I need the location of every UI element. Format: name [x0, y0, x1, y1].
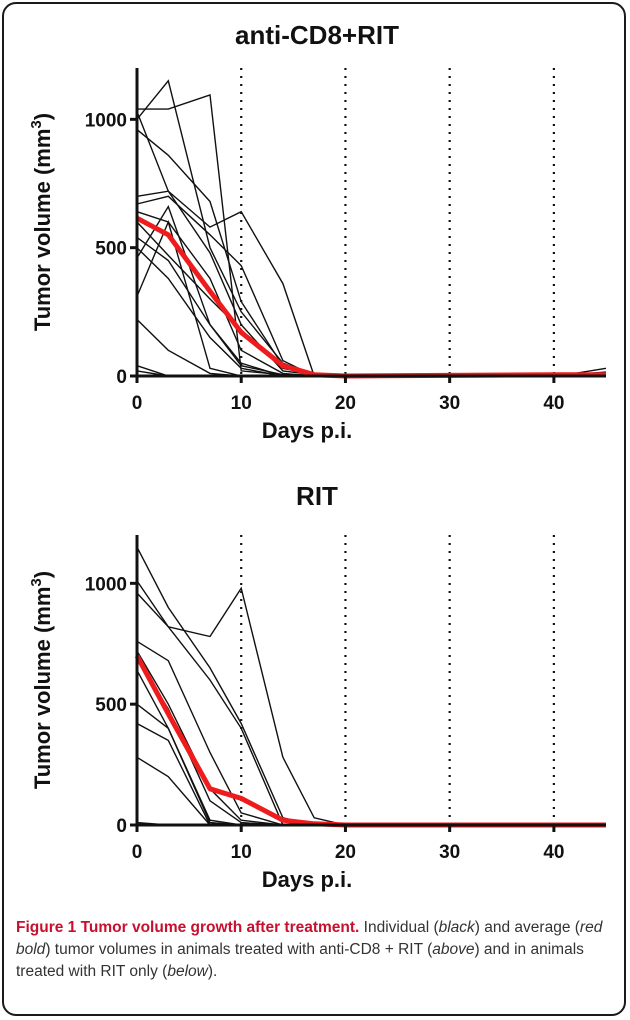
individual-tumor-line — [136, 703, 606, 826]
x-tick-label: 0 — [132, 842, 143, 863]
y-axis-label-part: 3 — [28, 120, 45, 128]
y-axis-label-part: Tumor volume (mm — [30, 587, 55, 790]
caption-italic-above: above — [432, 941, 475, 958]
y-axis-label-part: Tumor volume (mm — [30, 129, 55, 332]
caption-italic-red-bold: red bold — [16, 919, 603, 958]
x-axis-label: Days p.i. — [262, 867, 352, 892]
x-tick-label: 40 — [543, 842, 564, 863]
individual-tumor-line — [136, 592, 606, 826]
caption-text: ) tumor volumes in animals treated with … — [45, 941, 433, 958]
y-axis-label: Tumor volume (mm3) — [28, 113, 55, 331]
chart-title: RIT — [296, 481, 338, 511]
x-tick-label: 20 — [335, 842, 356, 863]
chart-title: anti-CD8+RIT — [235, 20, 399, 50]
caption-text: Individual ( — [359, 919, 439, 936]
individual-tumor-line — [136, 111, 607, 377]
individual-tumor-line — [136, 79, 607, 377]
y-axis-label-part: ) — [30, 571, 55, 578]
y-tick-label: 1000 — [85, 574, 127, 595]
y-axis-label-part: 3 — [28, 578, 45, 586]
x-tick-label: 20 — [335, 393, 356, 414]
x-tick-label: 30 — [439, 842, 460, 863]
x-axis-label: Days p.i. — [262, 418, 352, 443]
x-tick-label: 30 — [439, 393, 460, 414]
x-tick-label: 10 — [231, 393, 252, 414]
y-tick-label: 0 — [116, 367, 127, 388]
caption-italic-black: black — [438, 919, 475, 936]
caption-text: ) and average ( — [474, 919, 580, 936]
x-tick-label: 10 — [231, 842, 252, 863]
caption-title: Figure 1 Tumor volume growth after treat… — [16, 919, 360, 936]
individual-tumor-line — [136, 221, 607, 377]
individual-tumor-line — [136, 236, 606, 377]
individual-tumor-line — [136, 319, 606, 377]
individual-tumor-line — [136, 219, 606, 377]
y-tick-label: 500 — [95, 695, 127, 716]
y-tick-label: 500 — [95, 239, 127, 260]
caption-text: ). — [207, 963, 218, 980]
individual-tumor-line — [136, 722, 606, 826]
x-tick-label: 40 — [543, 393, 564, 414]
figure-caption: Figure 1 Tumor volume growth after treat… — [16, 917, 616, 983]
individual-tumor-line — [136, 657, 606, 826]
average-tumor-line — [134, 654, 606, 828]
y-axis-label: Tumor volume (mm3) — [28, 571, 55, 789]
y-tick-label: 1000 — [85, 110, 127, 131]
chart-rit: RIT 0 500 1000 0 10 20 30 40 Days p.i. Tumor volum… — [28, 481, 606, 892]
x-tick-label: 0 — [132, 393, 143, 414]
y-axis-label-part: ) — [30, 113, 55, 120]
individual-tumor-line — [136, 640, 606, 826]
chart-anti-cd8-rit: anti-CD8+RIT 0 500 1000 0 10 20 30 40 Days p.i. Tu… — [28, 20, 607, 443]
caption-text: ) and in animals treated with RIT only ( — [16, 941, 584, 980]
caption-italic-below: below — [167, 963, 208, 980]
individual-tumor-line — [136, 129, 607, 377]
y-tick-label: 0 — [116, 816, 127, 837]
